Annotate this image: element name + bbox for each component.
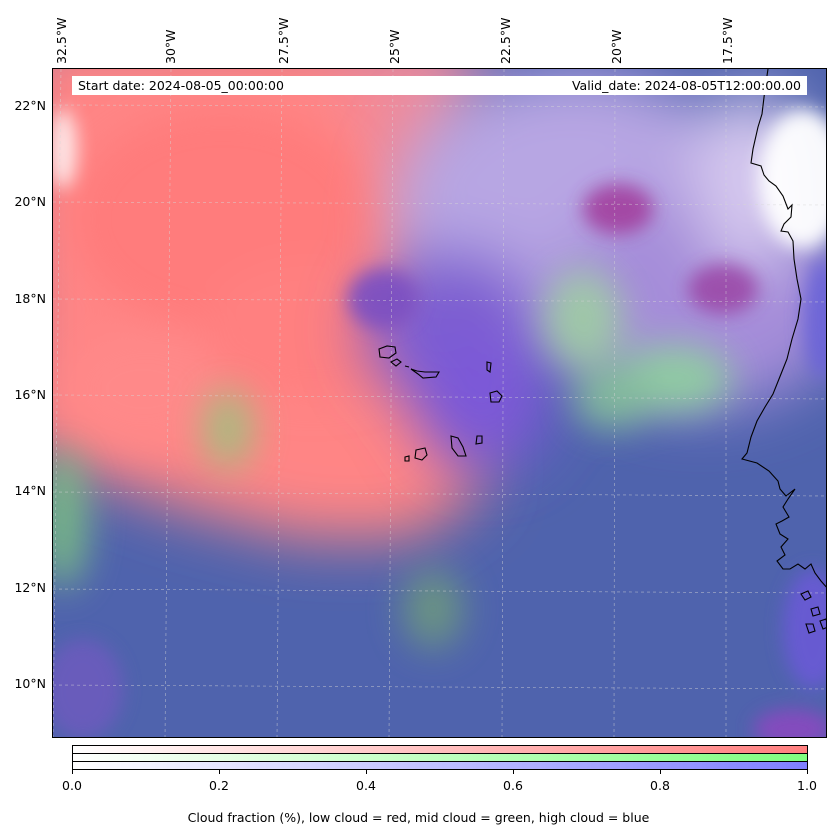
lon-label: 30°W <box>163 29 178 64</box>
island-fogo <box>414 447 428 461</box>
colorbar-tick <box>72 770 73 774</box>
valid-date-label: Valid_date: 2024-08-05T12:00:00.00 <box>571 78 801 93</box>
mid-cloud-field <box>53 269 733 649</box>
lon-label: 17.5°W <box>720 17 735 64</box>
colorbar-tick-label: 0.4 <box>356 778 376 793</box>
colorbar-tick-label: 0.2 <box>209 778 229 793</box>
clear-sky-patch <box>53 109 826 249</box>
lat-label: 12°N <box>14 580 46 595</box>
island-sao-vicente <box>389 358 402 367</box>
lat-label: 14°N <box>14 483 46 498</box>
graticule <box>53 69 826 737</box>
map-canvas <box>53 69 826 737</box>
cloud-fraction-map[interactable] <box>52 68 827 738</box>
colorbar-high-cloud <box>73 762 807 769</box>
colorbar-mid-cloud <box>73 754 807 762</box>
colorbar-tick <box>219 770 220 774</box>
island-boa-vista <box>489 390 503 403</box>
colorbar-tick <box>366 770 367 774</box>
lon-label: 22.5°W <box>498 17 513 64</box>
lat-label: 22°N <box>14 98 46 113</box>
colorbar-tick <box>807 770 808 774</box>
colorbar-low-cloud <box>73 746 807 754</box>
island-sao-nicolau <box>410 368 440 379</box>
lon-label: 25°W <box>387 29 402 64</box>
island-santo-antao <box>378 345 397 359</box>
colorbar-tick <box>513 770 514 774</box>
colorbar-tick-label: 0.8 <box>650 778 670 793</box>
island-sal <box>486 361 492 373</box>
lat-label: 20°N <box>14 194 46 209</box>
island-maio <box>475 435 483 445</box>
colorbar-tick-label: 0.0 <box>62 778 82 793</box>
lon-label: 32.5°W <box>54 17 69 64</box>
island-brava <box>404 455 410 462</box>
colorbar-tick-label: 1.0 <box>797 778 817 793</box>
island-santa-luzia <box>404 365 410 368</box>
start-date-label: Start date: 2024-08-05_00:00:00 <box>78 78 284 93</box>
lon-label: 20°W <box>609 29 624 64</box>
date-info-bar: Start date: 2024-08-05_00:00:00 Valid_da… <box>72 76 807 95</box>
lat-label: 10°N <box>14 676 46 691</box>
island-santiago <box>450 435 467 457</box>
lon-label: 27.5°W <box>276 17 291 64</box>
colorbar <box>72 745 808 770</box>
lat-label: 18°N <box>14 291 46 306</box>
lat-label: 16°N <box>14 387 46 402</box>
africa-coastline <box>741 69 826 634</box>
cape-verde-islands <box>378 345 503 462</box>
high-cloud-patches <box>53 184 826 737</box>
colorbar-tick <box>660 770 661 774</box>
colorbar-caption: Cloud fraction (%), low cloud = red, mid… <box>187 810 650 825</box>
colorbar-tick-label: 0.6 <box>503 778 523 793</box>
